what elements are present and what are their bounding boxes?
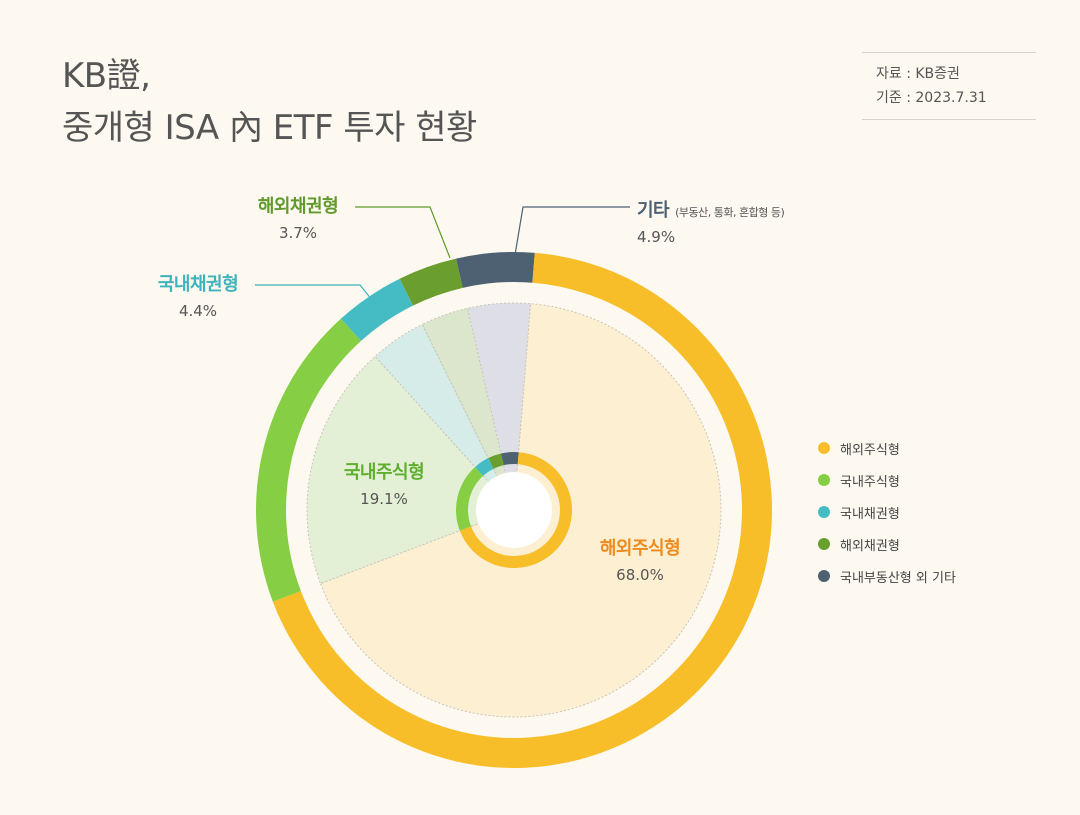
legend-swatch bbox=[818, 442, 830, 454]
legend-label: 해외주식형 bbox=[840, 442, 900, 458]
core-slice-domestic-bond bbox=[475, 458, 494, 476]
center-ring bbox=[455, 451, 572, 568]
callout-others: 기타 (부동산, 통화, 혼합형 등) 4.9% bbox=[637, 196, 785, 246]
leader-line-domestic-bond bbox=[255, 284, 373, 301]
legend-swatch bbox=[818, 570, 830, 582]
callout-domestic-equity: 국내주식형 19.1% bbox=[314, 458, 454, 508]
legend-swatch bbox=[818, 538, 830, 550]
legend-item: 해외주식형 bbox=[818, 432, 956, 464]
others-note: (부동산, 통화, 혼합형 등) bbox=[675, 206, 785, 219]
legend: 해외주식형 국내주식형 국내채권형 해외채권형 국내부동산형 외 기타 bbox=[818, 432, 956, 592]
title-line-2: 중개형 ISA 內 ETF 투자 현황 bbox=[62, 108, 477, 148]
callout-value: 4.4% bbox=[178, 302, 218, 320]
callout-name: 국내주식형 bbox=[343, 462, 425, 483]
outer-slice-domestic-equity bbox=[255, 318, 362, 602]
legend-item: 해외채권형 bbox=[818, 528, 956, 560]
chart-title: KB證, 중개형 ISA 內 ETF 투자 현황 bbox=[62, 50, 477, 154]
core-slice-others bbox=[500, 451, 519, 466]
legend-label: 국내주식형 bbox=[840, 474, 900, 490]
outer-ring bbox=[255, 252, 773, 769]
core-slice-overseas-bond bbox=[488, 453, 504, 469]
title-line-1: KB證, bbox=[62, 56, 151, 96]
leader-line-overseas-bond bbox=[355, 206, 451, 259]
date-label: 기준 : 2023.7.31 bbox=[876, 90, 987, 106]
callout-name: 해외주식형 bbox=[599, 538, 681, 559]
outer-slice-others bbox=[455, 252, 535, 288]
outer-slice-domestic-bond bbox=[340, 278, 413, 341]
callout-value: 19.1% bbox=[360, 490, 408, 508]
callout-name: 해외채권형 bbox=[257, 196, 339, 217]
legend-item: 국내주식형 bbox=[818, 464, 956, 496]
legend-swatch bbox=[818, 474, 830, 486]
leader-lines bbox=[255, 206, 630, 301]
center-hole bbox=[476, 472, 552, 548]
legend-item: 국내채권형 bbox=[818, 496, 956, 528]
callout-value: 68.0% bbox=[616, 566, 664, 584]
callout-value: 3.7% bbox=[278, 224, 318, 242]
source-label: 자료 : KB증권 bbox=[876, 66, 960, 82]
legend-label: 해외채권형 bbox=[840, 538, 900, 554]
core-slice-domestic-equity bbox=[455, 466, 484, 531]
source-info-box: 자료 : KB증권 기준 : 2023.7.31 bbox=[862, 52, 1036, 120]
callout-overseas-equity: 해외주식형 68.0% bbox=[570, 534, 710, 584]
legend-item: 국내부동산형 외 기타 bbox=[818, 560, 956, 592]
outer-slice-overseas-bond bbox=[399, 258, 463, 306]
callout-domestic-bond: 국내채권형 4.4% bbox=[128, 270, 268, 320]
legend-swatch bbox=[818, 506, 830, 518]
callout-name: 국내채권형 bbox=[157, 274, 239, 295]
legend-label: 국내채권형 bbox=[840, 506, 900, 522]
callout-overseas-bond: 해외채권형 3.7% bbox=[228, 192, 368, 242]
leader-line-others bbox=[514, 206, 630, 256]
legend-label: 국내부동산형 외 기타 bbox=[840, 570, 956, 586]
callout-name: 기타 (부동산, 통화, 혼합형 등) bbox=[637, 200, 785, 221]
callout-value: 4.9% bbox=[637, 228, 676, 246]
